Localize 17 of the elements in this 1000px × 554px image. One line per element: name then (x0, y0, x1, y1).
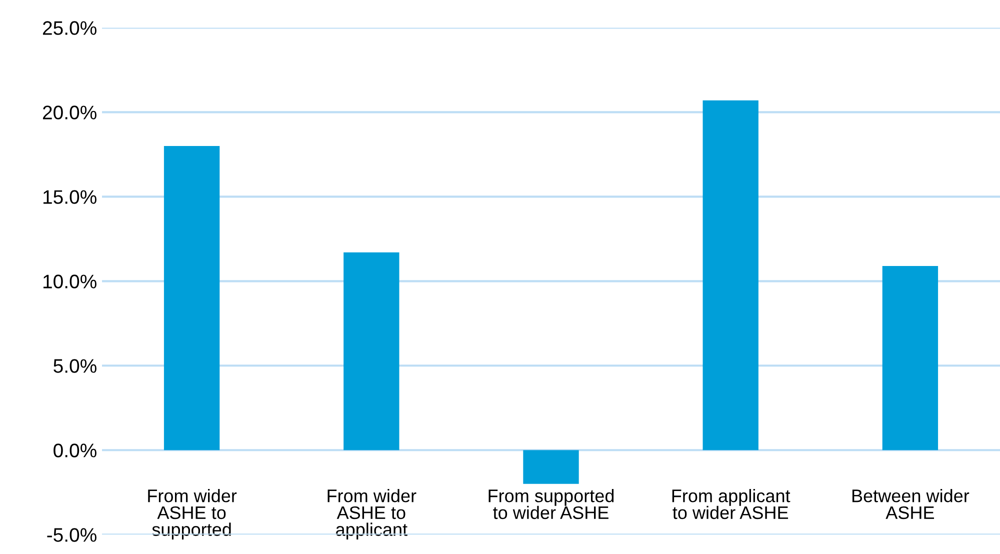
x-tick-label: From supported to wider ASHE (488, 489, 614, 520)
bar (344, 252, 400, 450)
y-tick-label: -5.0% (47, 528, 96, 542)
bar (882, 266, 938, 450)
y-tick-label: 20.0% (42, 106, 96, 120)
x-tick-label: From wider ASHE to applicant (328, 489, 416, 540)
y-tick-label: 10.0% (43, 274, 96, 288)
y-tick-label: 0.0% (54, 444, 96, 458)
bar (164, 146, 220, 450)
bar (702, 100, 758, 450)
x-tick-label: Between wider ASHE (852, 489, 970, 520)
y-tick-label: 15.0% (43, 190, 96, 204)
x-tick-label: From applicant to wider ASHE (672, 489, 790, 520)
bar (523, 450, 579, 484)
y-tick-label: 5.0% (54, 359, 96, 373)
x-tick-label: From wider ASHE to supported (148, 489, 237, 540)
y-tick-label: 25.0% (42, 21, 96, 35)
